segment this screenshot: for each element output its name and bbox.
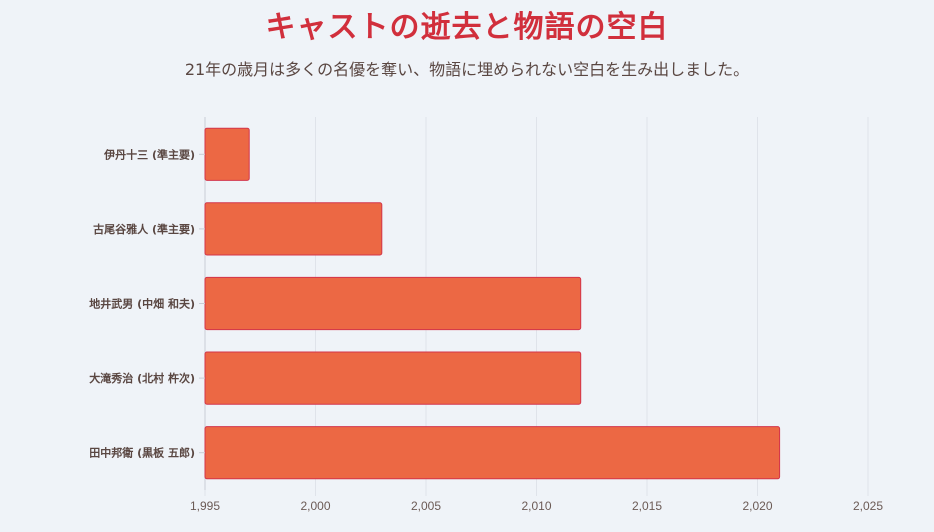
- x-tick-label: 2,015: [632, 499, 662, 513]
- x-tick-label: 2,020: [742, 499, 772, 513]
- chart-title: キャストの逝去と物語の空白: [265, 10, 669, 45]
- x-tick-label: 2,005: [411, 499, 441, 513]
- bar[interactable]: [204, 127, 250, 181]
- x-tick-label: 1,995: [190, 499, 220, 513]
- category-label: 伊丹十三 (準主要): [103, 147, 195, 161]
- bar[interactable]: [204, 202, 383, 256]
- category-label: 地井武男 (中畑 和夫): [89, 297, 195, 311]
- category-label: 田中邦衛 (黒板 五郎): [89, 446, 195, 460]
- category-label: 大滝秀治 (北村 杵次): [89, 371, 195, 385]
- x-tick-label: 2,000: [300, 499, 330, 513]
- category-label: 古尾谷雅人 (準主要): [93, 222, 195, 236]
- bar[interactable]: [204, 351, 582, 405]
- chart-subtitle: 21年の歳月は多くの名優を奪い、物語に埋められない空白を生み出しました。: [184, 60, 750, 79]
- bar[interactable]: [204, 426, 781, 480]
- bar[interactable]: [204, 276, 582, 331]
- x-tick-label: 2,010: [521, 499, 551, 513]
- x-tick-label: 2,025: [853, 499, 883, 513]
